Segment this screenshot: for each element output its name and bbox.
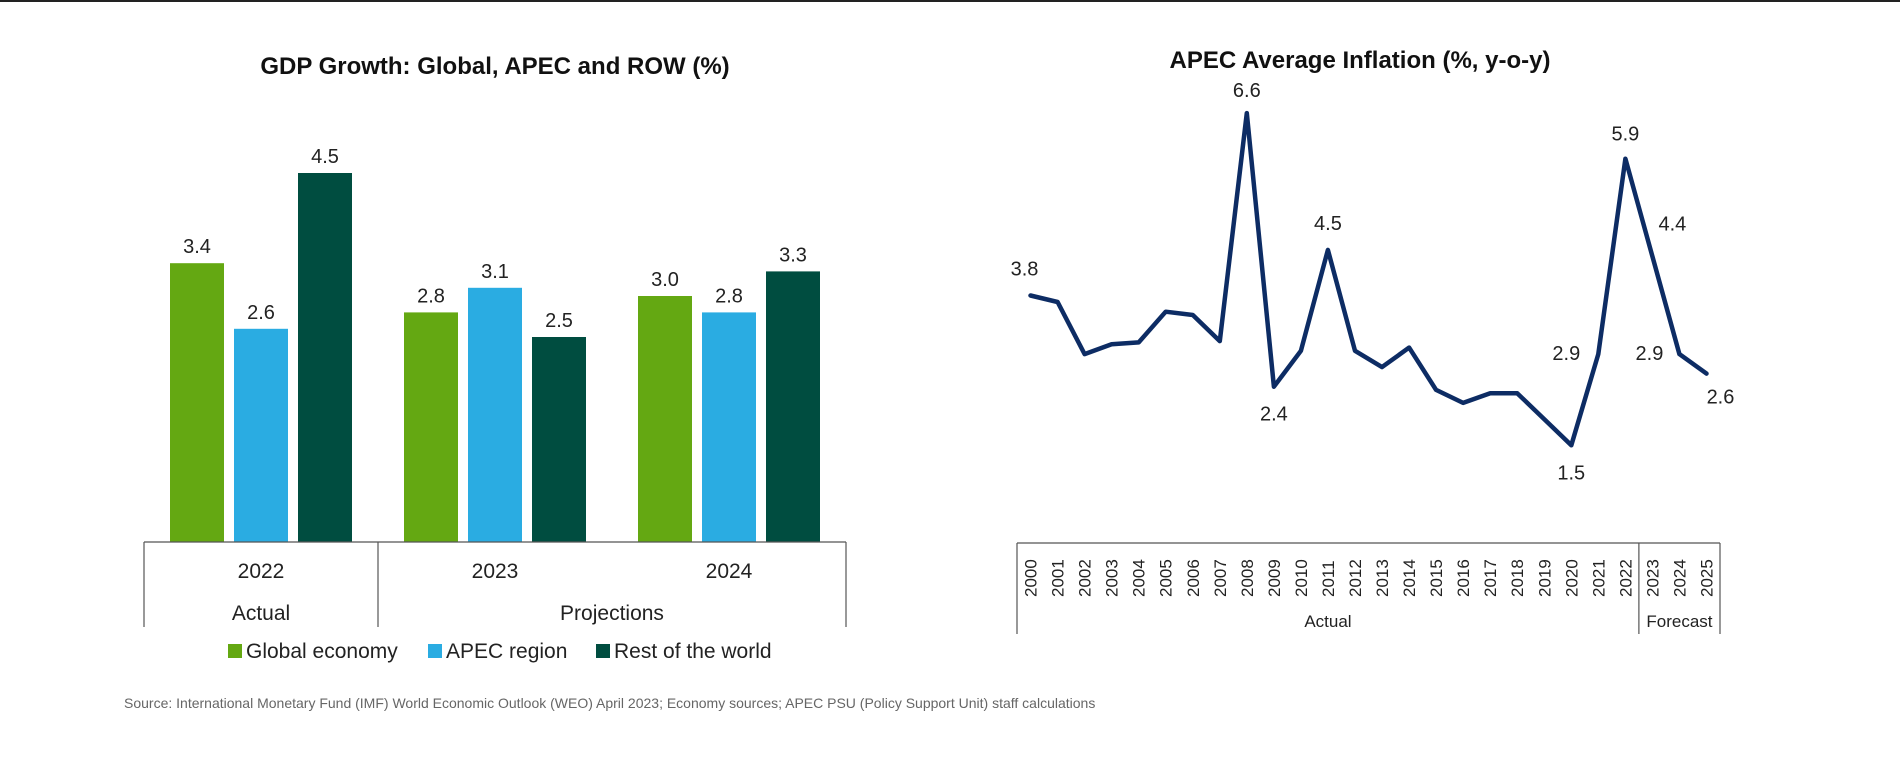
line-group-label-forecast: Forecast: [1646, 612, 1712, 631]
top-border-rule: [0, 0, 1900, 2]
year-tick-2022: 2022: [1616, 559, 1635, 597]
year-tick-2017: 2017: [1481, 559, 1500, 597]
year-tick-2016: 2016: [1454, 559, 1473, 597]
line-marks: 3.8 6.6 2.4 4.5 1.5 2.9 5.9 4.4 2.9 2.6: [1011, 80, 1735, 484]
legend-label-2: Rest of the world: [614, 640, 772, 663]
line-data-label-2020: 1.5: [1557, 462, 1585, 484]
bar-2022-rest-of-the-world: [298, 173, 352, 542]
bar-data-label: 3.0: [651, 269, 679, 291]
line-data-label-2011: 4.5: [1314, 213, 1342, 235]
legend-swatch-1: [428, 644, 442, 658]
category-label-2024: 2024: [706, 560, 753, 583]
year-tick-2025: 2025: [1697, 559, 1716, 597]
year-tick-2004: 2004: [1130, 559, 1149, 597]
bar-data-label: 4.5: [311, 146, 339, 168]
year-tick-2010: 2010: [1292, 559, 1311, 597]
year-tick-2001: 2001: [1049, 559, 1068, 597]
bar-data-label: 3.3: [779, 244, 807, 266]
line-data-label-2008: 6.6: [1233, 80, 1261, 102]
line-data-label-2000: 3.8: [1011, 258, 1039, 280]
legend-swatch-2: [596, 644, 610, 658]
bar-marks: 3.4 2.6 4.5 2.8 3.1 2.5 3.0 2.8 3.3: [170, 146, 820, 542]
year-tick-2000: 2000: [1022, 559, 1041, 597]
bar-2023-apec-region: [468, 287, 522, 542]
year-tick-2013: 2013: [1373, 559, 1392, 597]
year-tick-2024: 2024: [1670, 559, 1689, 597]
year-tick-2020: 2020: [1562, 559, 1581, 597]
bar-2023-rest-of-the-world: [532, 337, 586, 542]
legend-label-0: Global economy: [246, 640, 398, 663]
gdp-growth-chart: GDP Growth: Global, APEC and ROW (%) 3.4…: [143, 53, 847, 663]
year-tick-2002: 2002: [1076, 559, 1095, 597]
line-data-label-2024: 2.9: [1636, 343, 1664, 365]
bar-data-label: 3.1: [481, 261, 509, 283]
line-data-label-2009: 2.4: [1260, 404, 1288, 426]
line-data-label-2022: 5.9: [1611, 124, 1639, 146]
category-label-2023: 2023: [472, 560, 519, 583]
line-data-label-2023: 4.4: [1658, 213, 1686, 235]
line-category-axis: 2000 2001 2002 2003 2004 2005 2006 2007 2008 2009…: [1016, 542, 1721, 634]
group-label-projections: Projections: [560, 602, 664, 625]
inflation-line: [1028, 110, 1709, 448]
legend-swatch-0: [228, 644, 242, 658]
line-group-label-actual: Actual: [1304, 612, 1351, 631]
line-data-label-2021: 2.9: [1552, 343, 1580, 365]
group-label-actual: Actual: [232, 602, 290, 625]
year-tick-2007: 2007: [1211, 559, 1230, 597]
year-tick-2003: 2003: [1103, 559, 1122, 597]
year-tick-2021: 2021: [1589, 559, 1608, 597]
inflation-chart: APEC Average Inflation (%, y-o-y) 3.8 6.6…: [1011, 47, 1735, 634]
bar-category-axis: 2022 2023 2024 Actual Projections: [143, 541, 847, 627]
gdp-chart-title: GDP Growth: Global, APEC and ROW (%): [260, 53, 729, 80]
line-data-label-2025: 2.6: [1707, 387, 1735, 409]
year-tick-2012: 2012: [1346, 559, 1365, 597]
year-tick-2019: 2019: [1535, 559, 1554, 597]
year-tick-2018: 2018: [1508, 559, 1527, 597]
bar-data-label: 2.6: [247, 302, 275, 324]
year-tick-2023: 2023: [1643, 559, 1662, 597]
year-tick-2014: 2014: [1400, 559, 1419, 597]
legend-label-1: APEC region: [446, 640, 567, 663]
bar-2022-global-economy: [170, 263, 224, 542]
bar-data-label: 2.8: [417, 285, 445, 307]
bar-2024-apec-region: [702, 312, 756, 542]
inflation-chart-title: APEC Average Inflation (%, y-o-y): [1170, 47, 1551, 74]
year-tick-2015: 2015: [1427, 559, 1446, 597]
year-tick-2009: 2009: [1265, 559, 1284, 597]
bar-data-label: 2.8: [715, 285, 743, 307]
bar-2024-global-economy: [638, 296, 692, 542]
bar-data-label: 2.5: [545, 310, 573, 332]
year-tick-2008: 2008: [1238, 559, 1257, 597]
year-tick-2005: 2005: [1157, 559, 1176, 597]
bar-legend: Global economy APEC region Rest of the wor…: [228, 640, 772, 663]
year-tick-2006: 2006: [1184, 559, 1203, 597]
bar-2022-apec-region: [234, 328, 288, 542]
source-note: Source: International Monetary Fund (IMF…: [124, 695, 1096, 711]
bar-data-label: 3.4: [183, 236, 211, 258]
bar-2024-rest-of-the-world: [766, 271, 820, 542]
year-tick-2011: 2011: [1319, 560, 1338, 597]
category-label-2022: 2022: [238, 560, 285, 583]
bar-2023-global-economy: [404, 312, 458, 542]
